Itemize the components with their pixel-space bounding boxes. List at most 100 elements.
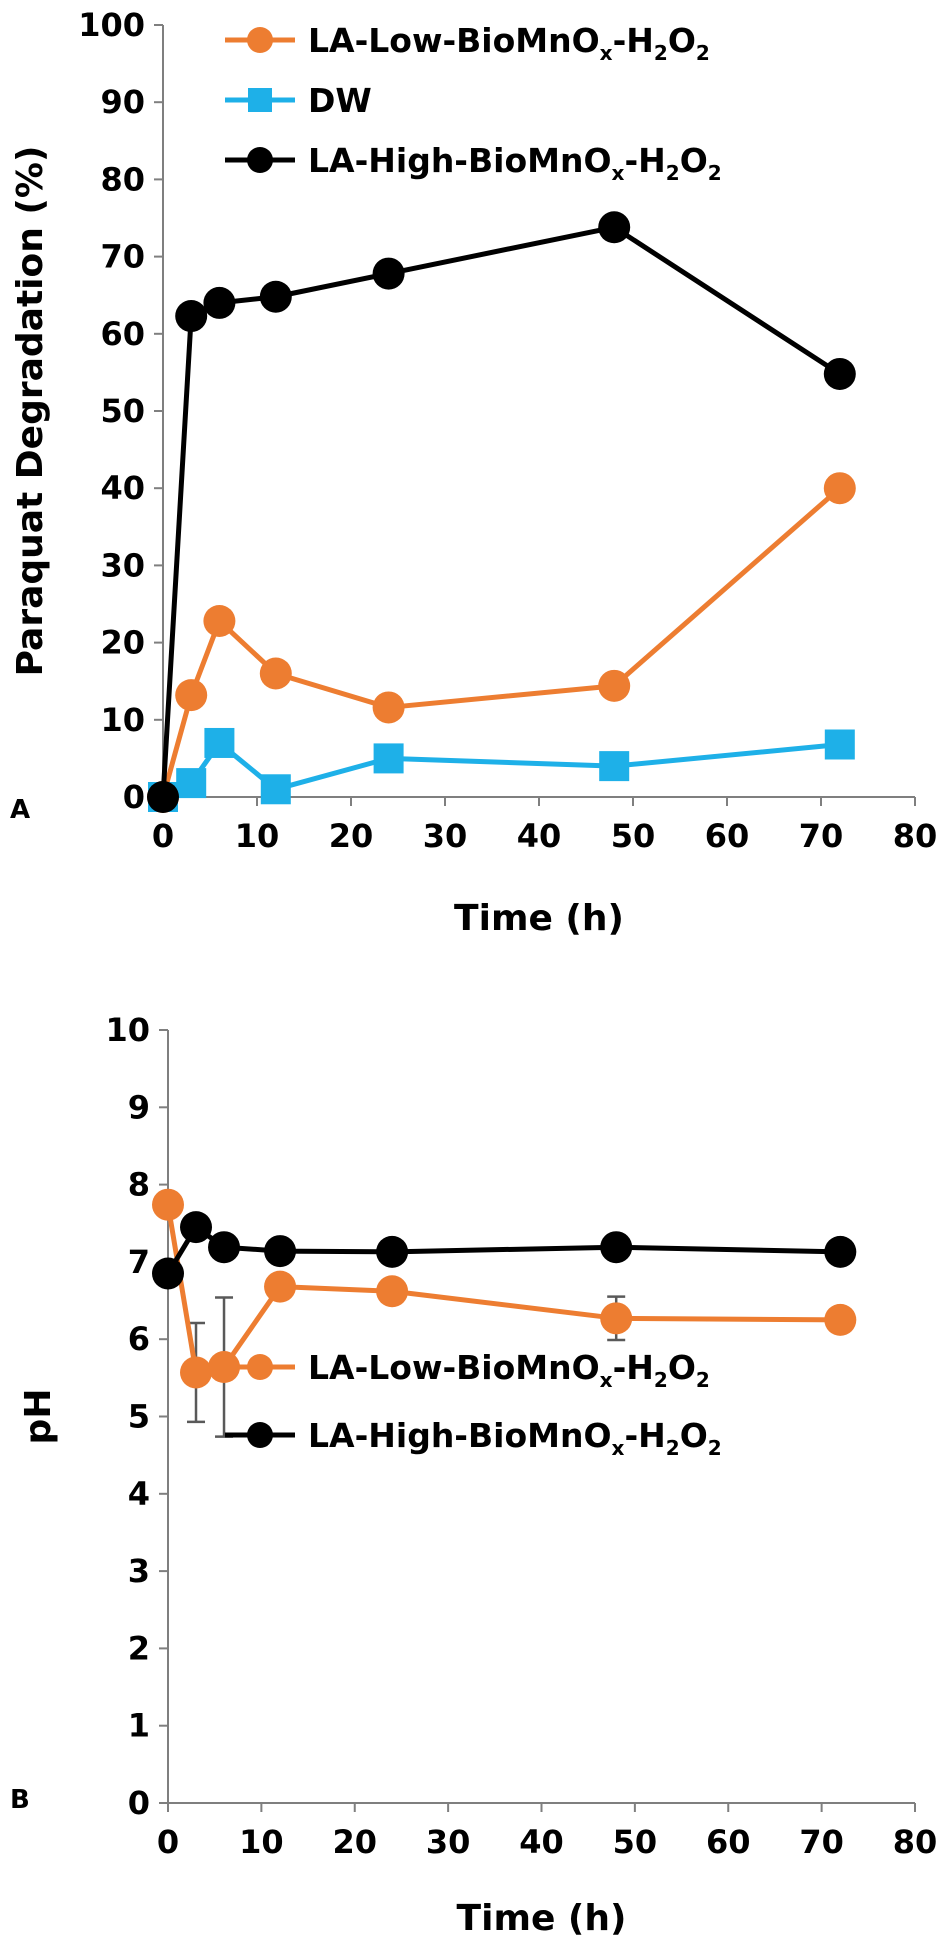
y-tick-label: 10: [100, 701, 145, 739]
legend-label: LA-High-BioMnOx-H2O2: [308, 1416, 722, 1460]
data-point: [208, 1351, 241, 1384]
chart-panel-A: 0 10 20 30 40 50 60 70 80 90 100 0 10 20 30 40 50 60 70 80 T…: [10, 6, 937, 939]
y-tick-label: 10: [105, 1011, 150, 1049]
x-tick-label: 30: [426, 1823, 471, 1861]
y-tick-label: 40: [100, 469, 145, 507]
data-point: [823, 357, 856, 390]
legend-subscript: 2: [696, 41, 710, 65]
legend-text-part: LA-Low-BioMnO: [308, 21, 600, 60]
y-tick-label: 8: [128, 1166, 150, 1204]
series-line: [160, 224, 842, 798]
data-point: [259, 280, 292, 313]
y-tick-label: 60: [100, 315, 145, 353]
x-tick-label: 60: [705, 817, 750, 855]
legend-label: LA-High-BioMnOx-H2O2: [308, 141, 722, 185]
data-point: [259, 657, 292, 690]
chart-panel-B: 0 1 2 3 4 5 6 7 8 9 10 0 10 20 30 40 50 60 70 80 Time (h) pH B…: [10, 1011, 937, 1939]
data-point: [152, 1188, 184, 1221]
legend-text-part: -H: [613, 1348, 654, 1387]
legend-text-part: -H: [624, 1416, 665, 1455]
data-point: [823, 472, 856, 505]
x-tick-label: 40: [517, 817, 562, 855]
data-point: [376, 1275, 409, 1308]
series-LA-Low-BioMnOx-H2O2: LA-Low-BioMnOx-H2O2: [147, 21, 856, 813]
panel-label: A: [10, 795, 30, 825]
data-point: [599, 751, 630, 782]
legend-subscript: 2: [708, 161, 722, 185]
y-tick-label: 3: [128, 1552, 150, 1590]
y-tick-label: 4: [128, 1475, 150, 1513]
legend-subscript: 2: [654, 41, 668, 65]
series-LA-High-BioMnOx-H2O2: LA-High-BioMnOx-H2O2: [152, 1211, 857, 1460]
y-tick-label: 100: [78, 6, 145, 44]
data-point: [600, 1231, 633, 1264]
series-DW: DW: [148, 81, 855, 812]
data-point: [180, 1356, 213, 1389]
legend-marker: [247, 27, 273, 53]
x-tick-label: 0: [157, 1823, 179, 1861]
x-tick-label: 80: [893, 1823, 938, 1861]
y-tick-label: 30: [100, 546, 145, 584]
data-point: [176, 768, 207, 799]
legend-text-part: O: [680, 141, 708, 180]
x-tick-label: 20: [329, 817, 374, 855]
data-point: [203, 286, 236, 319]
y-tick-label: 20: [100, 624, 145, 662]
data-point: [204, 727, 235, 758]
series-LA-High-BioMnOx-H2O2: LA-High-BioMnOx-H2O2: [147, 141, 856, 813]
legend-marker: [247, 147, 273, 173]
data-point: [372, 691, 405, 724]
x-tick-label: 10: [239, 1823, 284, 1861]
legend-text-part: LA-High-BioMnO: [308, 1416, 612, 1455]
legend-subscript: x: [600, 1368, 613, 1392]
legend-text-part: -H: [624, 141, 665, 180]
data-point: [376, 1235, 409, 1268]
data-point: [600, 1302, 633, 1335]
x-tick-label: 60: [706, 1823, 751, 1861]
data-point: [598, 211, 631, 244]
series-LA-Low-BioMnOx-H2O2: LA-Low-BioMnOx-H2O2: [152, 1188, 857, 1438]
legend-subscript: 2: [654, 1368, 668, 1392]
y-tick-label: 0: [128, 1784, 150, 1822]
x-tick-label: 50: [613, 1823, 658, 1861]
legend-subscript: 2: [708, 1436, 722, 1460]
x-tick-label: 80: [893, 817, 938, 855]
x-tick-label: 70: [799, 1823, 844, 1861]
legend-marker: [247, 1354, 273, 1380]
y-axis-title: pH: [18, 1389, 59, 1445]
legend-subscript: 2: [666, 1436, 680, 1460]
x-axis-title: Time (h): [454, 898, 624, 939]
x-axis-title: Time (h): [457, 1898, 627, 1939]
legend-label: DW: [308, 81, 372, 120]
y-axis-title: Paraquat Degradation (%): [10, 146, 51, 677]
y-tick-label: 1: [128, 1707, 150, 1745]
data-point: [598, 669, 631, 702]
panel-label: B: [10, 1785, 30, 1815]
data-point: [180, 1211, 213, 1244]
data-point: [147, 781, 179, 813]
y-tick-label: 70: [100, 238, 145, 276]
data-point: [175, 679, 208, 712]
x-tick-label: 70: [799, 817, 844, 855]
legend-subscript: x: [612, 161, 625, 185]
legend-subscript: x: [600, 41, 613, 65]
x-tick-label: 50: [611, 817, 656, 855]
x-tick-label: 0: [152, 817, 174, 855]
legend-subscript: 2: [696, 1368, 710, 1392]
y-tick-label: 6: [128, 1320, 150, 1358]
x-tick-label: 20: [332, 1823, 377, 1861]
data-point: [260, 774, 291, 805]
data-point: [373, 743, 404, 774]
x-tick-label: 30: [423, 817, 468, 855]
data-point: [824, 729, 855, 760]
data-point: [824, 1235, 857, 1268]
y-tick-label: 0: [123, 778, 145, 816]
y-tick-label: 5: [128, 1398, 150, 1436]
y-tick-label: 7: [128, 1243, 150, 1281]
y-tick-label: 2: [128, 1629, 150, 1667]
legend-text-part: O: [668, 21, 696, 60]
legend-text-part: O: [668, 1348, 696, 1387]
x-tick-label: 10: [235, 817, 280, 855]
legend-text-part: LA-High-BioMnO: [308, 141, 612, 180]
